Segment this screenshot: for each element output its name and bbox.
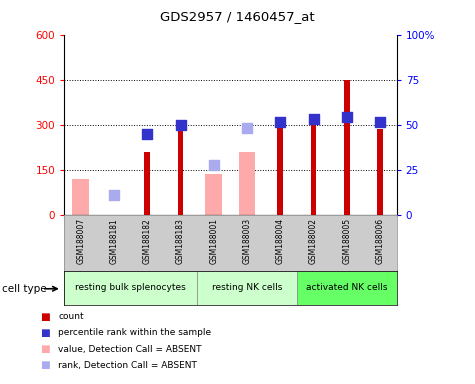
Bar [377, 129, 383, 215]
Bar [144, 152, 150, 215]
Text: resting NK cells: resting NK cells [212, 283, 282, 293]
Text: GDS2957 / 1460457_at: GDS2957 / 1460457_at [160, 10, 315, 23]
Text: ■: ■ [40, 328, 50, 338]
Text: GSM188183: GSM188183 [176, 218, 185, 264]
Text: cell type: cell type [2, 284, 47, 294]
Point [343, 114, 351, 120]
Bar [311, 119, 316, 215]
Bar [344, 80, 350, 215]
Text: GSM188007: GSM188007 [76, 218, 85, 264]
Point [110, 192, 118, 199]
Bar [178, 126, 183, 215]
Text: ■: ■ [40, 360, 50, 370]
Text: ■: ■ [40, 344, 50, 354]
Text: value, Detection Call = ABSENT: value, Detection Call = ABSENT [58, 344, 202, 354]
Bar [277, 123, 283, 215]
Point [177, 122, 184, 128]
Point [143, 131, 151, 137]
Text: GSM188003: GSM188003 [243, 218, 251, 264]
Bar [72, 179, 89, 215]
Text: GSM188002: GSM188002 [309, 218, 318, 264]
Point [310, 116, 317, 122]
Text: ■: ■ [40, 312, 50, 322]
Text: GSM188182: GSM188182 [143, 218, 152, 263]
Text: percentile rank within the sample: percentile rank within the sample [58, 328, 211, 338]
Bar [197, 271, 297, 305]
Bar [297, 271, 397, 305]
Text: GSM188001: GSM188001 [209, 218, 218, 264]
Text: GSM188005: GSM188005 [342, 218, 351, 264]
Bar [64, 271, 197, 305]
Text: count: count [58, 312, 84, 321]
Text: GSM188181: GSM188181 [110, 218, 118, 263]
Text: GSM188004: GSM188004 [276, 218, 285, 264]
Text: rank, Detection Call = ABSENT: rank, Detection Call = ABSENT [58, 361, 197, 370]
Bar [205, 174, 222, 215]
Point [243, 125, 251, 131]
Text: GSM188006: GSM188006 [376, 218, 384, 264]
Bar [238, 152, 256, 215]
Point [376, 119, 384, 125]
Point [276, 119, 284, 125]
Text: activated NK cells: activated NK cells [306, 283, 388, 293]
Text: resting bulk splenocytes: resting bulk splenocytes [75, 283, 186, 293]
Point [210, 162, 218, 169]
